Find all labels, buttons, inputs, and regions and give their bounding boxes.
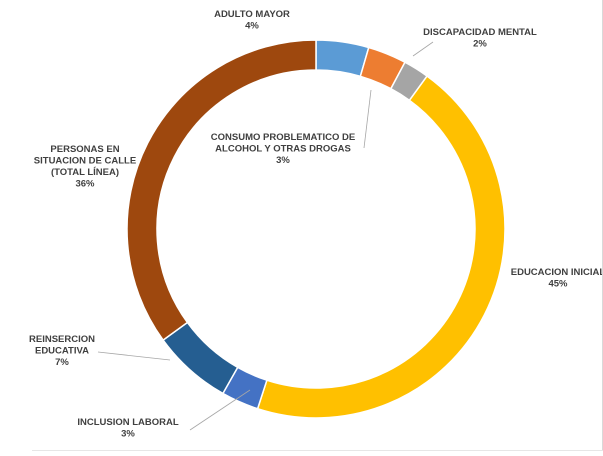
slice-4 (256, 75, 506, 419)
data-label-text: ADULTO MAYOR (214, 9, 290, 20)
data-label-text: DISCAPACIDAD MENTAL (423, 27, 537, 38)
data-label-6: REINSERCION EDUCATIVA 7% (29, 334, 95, 368)
data-label-4: EDUCACION INICIAL 45% (511, 267, 603, 290)
data-label-percent: 3% (276, 155, 290, 166)
leader-line-5 (189, 389, 251, 431)
data-label-7: PERSONAS EN SITUACION DE CALLE (TOTAL LÍNE… (34, 144, 136, 190)
slice-6 (162, 321, 239, 395)
data-label-percent: 7% (55, 357, 69, 368)
leader-line-3 (412, 41, 434, 57)
data-label-percent: 2% (473, 39, 487, 50)
data-label-percent: 45% (548, 279, 568, 290)
data-label-2: CONSUMO PROBLEMATICO DE ALCOHOL Y OTRAS D… (211, 132, 355, 166)
data-label-text: REINSERCION (29, 334, 95, 345)
data-label-text: INCLUSION LABORAL (77, 417, 179, 428)
data-label-percent: 4% (245, 21, 259, 32)
slice-1 (315, 39, 370, 78)
data-label-text: (TOTAL LÍNEA) (51, 167, 119, 178)
slice-7 (126, 39, 317, 342)
data-label-text: SITUACION DE CALLE (34, 156, 136, 167)
data-label-percent: 36% (75, 179, 95, 190)
data-label-3: DISCAPACIDAD MENTAL 2% (423, 27, 537, 50)
data-label-5: INCLUSION LABORAL 3% (77, 417, 179, 440)
data-label-text: PERSONAS EN (50, 144, 119, 155)
leader-line-2 (363, 89, 372, 149)
data-label-text: EDUCATIVA (35, 346, 89, 357)
leader-line-6 (97, 351, 171, 361)
data-label-text: EDUCACION INICIAL (511, 267, 603, 278)
data-label-percent: 3% (121, 429, 135, 440)
data-label-text: ALCOHOL Y OTRAS DROGAS (215, 144, 351, 155)
data-label-1: ADULTO MAYOR 4% (214, 9, 290, 32)
data-label-text: CONSUMO PROBLEMATICO DE (211, 132, 355, 143)
